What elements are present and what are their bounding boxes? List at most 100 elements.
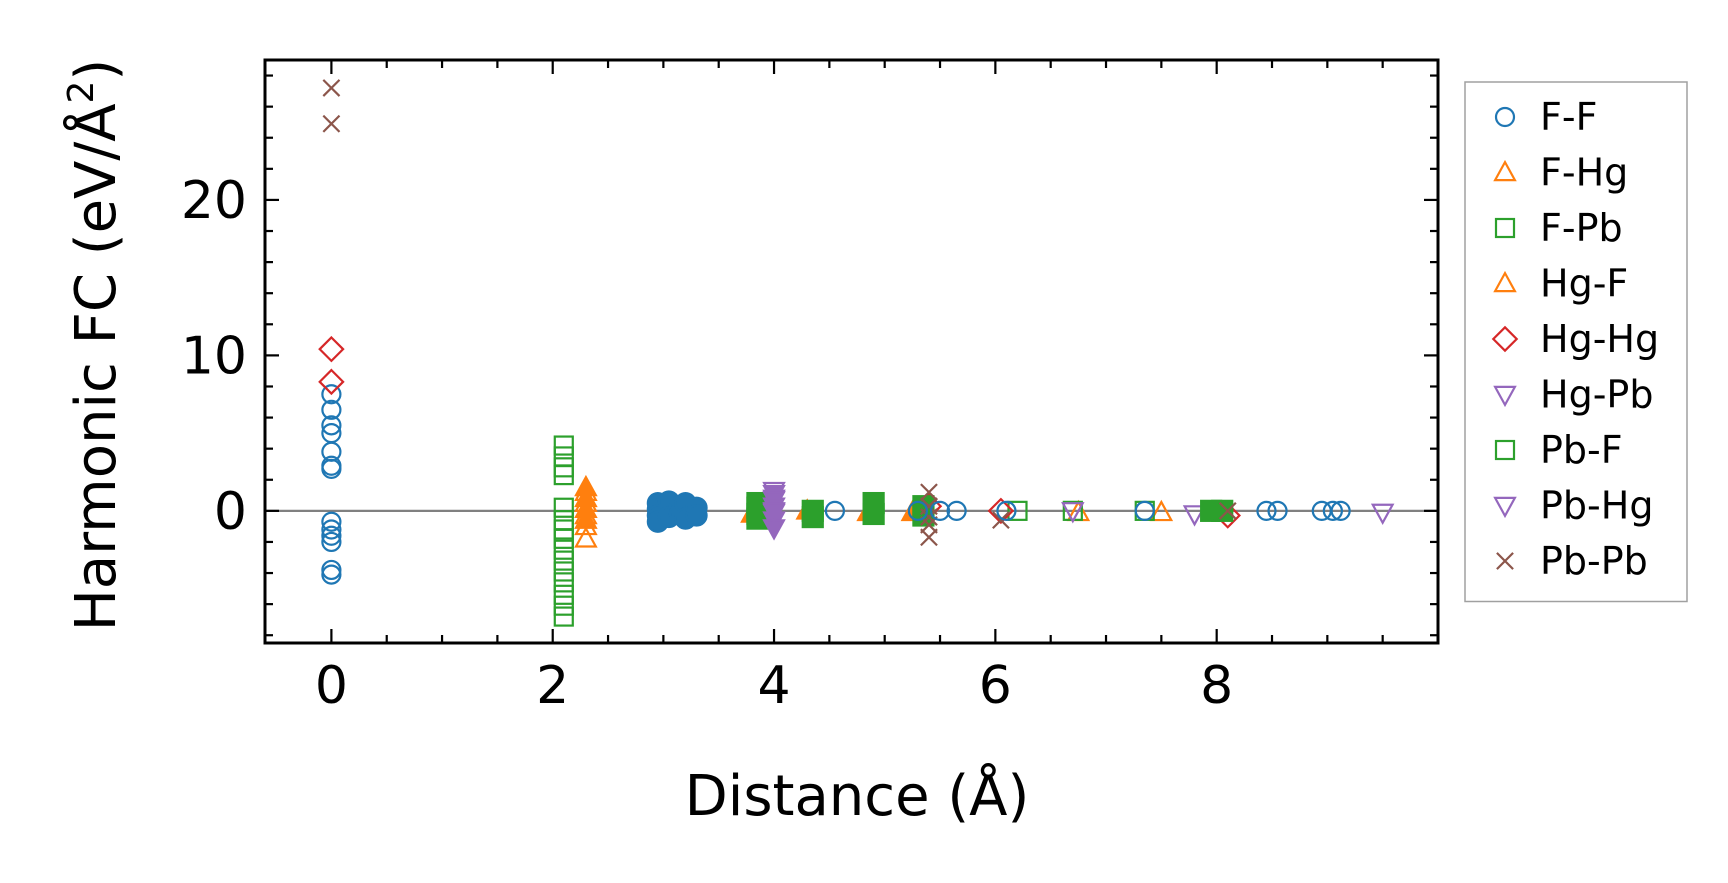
legend-marker — [1493, 270, 1517, 293]
legend-label: F-Hg — [1540, 151, 1628, 195]
data-point — [1149, 499, 1174, 522]
data-point — [321, 519, 342, 540]
data-point — [553, 528, 574, 549]
data-point — [321, 531, 342, 553]
data-point — [920, 515, 938, 534]
plot-area — [265, 79, 1438, 627]
legend-item-pb-pb: Pb-Pb — [1496, 539, 1648, 583]
legend-marker — [1493, 496, 1517, 519]
data-point — [321, 564, 342, 585]
legend-label: Pb-Pb — [1540, 539, 1648, 583]
data-point — [322, 114, 341, 133]
data-point — [920, 508, 938, 526]
data-point — [553, 464, 574, 486]
data-point — [992, 511, 1010, 530]
data-point — [574, 526, 598, 548]
data-point — [907, 500, 928, 521]
data-point — [1134, 500, 1155, 521]
data-point — [1267, 500, 1288, 521]
data-point — [553, 457, 574, 478]
legend-marker — [1496, 552, 1514, 570]
x-tick-label: 0 — [315, 656, 348, 716]
legend-marker — [1494, 439, 1516, 461]
data-point — [1218, 501, 1237, 520]
y-tick-label: 0 — [214, 482, 247, 542]
data-point — [762, 502, 786, 524]
data-point — [920, 483, 938, 502]
data-point — [553, 584, 574, 605]
data-point — [574, 507, 598, 529]
legend-marker — [1493, 159, 1517, 182]
data-point — [1211, 499, 1234, 522]
series-pb-f — [746, 491, 1234, 530]
legend-label: Pb-F — [1540, 428, 1623, 472]
data-point — [321, 384, 342, 405]
data-point — [1330, 500, 1351, 521]
legend-item-f-pb: F-Pb — [1494, 206, 1623, 250]
x-axis-label: Distance (Å) — [685, 763, 1030, 829]
data-point — [801, 505, 824, 529]
data-point — [920, 528, 938, 547]
legend-label: F-F — [1540, 95, 1597, 139]
data-point — [321, 525, 342, 546]
legend-marker — [1494, 217, 1516, 239]
legend-label: Pb-Hg — [1540, 484, 1653, 528]
y-tick-label: 10 — [181, 326, 247, 386]
legend-marker — [1494, 106, 1516, 128]
data-point — [553, 606, 574, 627]
legend-item-pb-f: Pb-F — [1494, 428, 1623, 472]
data-point — [1370, 503, 1395, 526]
data-point — [553, 435, 574, 456]
data-point — [553, 550, 574, 571]
data-point — [987, 497, 1015, 525]
legend: F-F F-Hg F-Pb Hg-F Hg-Hg Hg-Pb Pb-F Pb-Hg Pb-Pb — [1464, 81, 1688, 603]
x-tick-label: 2 — [536, 656, 569, 716]
data-point — [321, 415, 342, 436]
legend-label: Hg-Hg — [1540, 317, 1659, 361]
y-axis-label-exponent: 2 — [61, 81, 102, 104]
data-point — [321, 559, 342, 581]
data-point — [553, 497, 574, 518]
legend-item-f-f: F-F — [1494, 95, 1597, 139]
data-point — [1182, 505, 1207, 527]
data-point — [996, 500, 1017, 521]
legend-label: Hg-F — [1540, 262, 1628, 306]
axes: 0 2 4 6 8 0 10 20 — [181, 58, 1440, 716]
legend-label: Hg-Pb — [1540, 373, 1653, 417]
data-point — [1256, 500, 1277, 521]
legend-marker — [1491, 325, 1519, 353]
data-point — [862, 502, 885, 526]
data-point — [322, 79, 341, 97]
data-point — [321, 399, 342, 420]
series-pb-hg — [762, 485, 786, 541]
data-point — [1322, 500, 1343, 521]
data-point — [553, 572, 574, 593]
data-point — [946, 500, 967, 521]
series-f-f — [321, 384, 342, 585]
data-point — [553, 446, 574, 467]
legend-item-f-hg: F-Hg — [1493, 151, 1628, 195]
plot-frame — [263, 58, 1440, 645]
legend-item-hg-pb: Hg-Pb — [1493, 373, 1653, 417]
data-point — [1061, 502, 1085, 524]
data-point — [553, 561, 574, 582]
y-axis-label-main: Harmonic FC (eV/Å — [63, 103, 129, 631]
y-axis-label-close: ) — [64, 59, 129, 81]
legend-marker — [1493, 385, 1517, 408]
data-point — [824, 500, 846, 521]
x-tick-label: 4 — [757, 656, 790, 716]
data-point — [321, 511, 342, 532]
series-f-f — [646, 490, 708, 533]
x-tick-label: 8 — [1200, 656, 1233, 716]
legend-item-hg-f: Hg-F — [1493, 262, 1628, 306]
y-axis-label: Harmonic FC (eV/Å2) — [61, 59, 129, 632]
legend-item-pb-hg: Pb-Hg — [1493, 484, 1653, 528]
y-tick-label: 20 — [181, 171, 247, 231]
data-point — [685, 504, 708, 527]
data-point — [318, 335, 345, 363]
series-f-pb — [553, 435, 1155, 627]
series-f-f — [824, 500, 1351, 521]
data-point — [929, 500, 951, 521]
series-pb-pb — [322, 79, 1237, 547]
